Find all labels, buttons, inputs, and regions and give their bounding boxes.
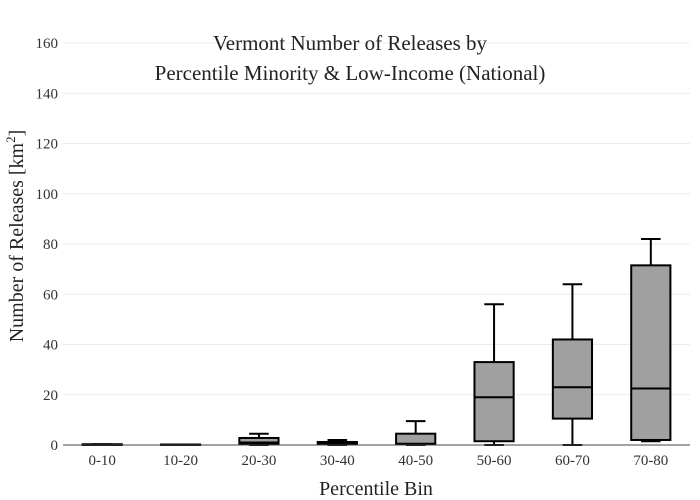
iqr-box xyxy=(473,361,515,443)
y-tick-label: 20 xyxy=(43,388,58,404)
y-tick-label: 0 xyxy=(51,438,59,454)
box-50-60 xyxy=(473,303,515,446)
box-60-70 xyxy=(551,283,594,446)
iqr-box xyxy=(630,264,672,441)
y-tick-label: 120 xyxy=(36,137,59,153)
y-tick-label: 40 xyxy=(43,338,58,354)
y-axis-title: Number of Releases [km2] xyxy=(3,130,28,343)
box-40-50 xyxy=(395,420,437,446)
x-tick-label: 40-50 xyxy=(398,453,433,469)
box-20-30 xyxy=(238,432,280,446)
iqr-box xyxy=(238,436,280,446)
box-70-80 xyxy=(630,237,672,443)
y-tick-label: 100 xyxy=(36,187,59,203)
y-axis-title-main: Number of Releases [km xyxy=(6,142,28,342)
x-tick-label: 50-60 xyxy=(477,453,512,469)
iqr-box xyxy=(551,338,594,420)
gridlines xyxy=(63,42,690,396)
x-tick-label: 20-30 xyxy=(241,453,276,469)
x-tick-label: 10-20 xyxy=(163,453,198,469)
x-tick-label: 30-40 xyxy=(320,453,355,469)
x-tick-labels: 0-10 10-20 20-30 30-40 40-50 50-60 60-70 70-80 xyxy=(88,453,668,469)
y-tick-label: 160 xyxy=(36,36,59,52)
box-30-40 xyxy=(316,438,358,446)
y-axis-title-end: ] xyxy=(6,130,28,137)
y-tick-labels: 0 20 40 60 80 100 120 140 160 xyxy=(36,36,59,454)
y-tick-label: 80 xyxy=(43,237,58,253)
x-axis-title: Percentile Bin xyxy=(319,478,433,500)
chart-title-line-2: Percentile Minority & Low-Income (Nation… xyxy=(155,61,546,85)
box-series xyxy=(81,237,672,446)
x-tick-label: 60-70 xyxy=(555,453,590,469)
x-tick-label: 0-10 xyxy=(88,453,116,469)
x-tick-label: 70-80 xyxy=(633,453,668,469)
y-axis-title-superscript: 2 xyxy=(3,136,18,143)
chart-title-line-1: Vermont Number of Releases by xyxy=(213,31,488,55)
y-tick-label: 140 xyxy=(36,86,59,102)
y-tick-label: 60 xyxy=(43,287,58,303)
